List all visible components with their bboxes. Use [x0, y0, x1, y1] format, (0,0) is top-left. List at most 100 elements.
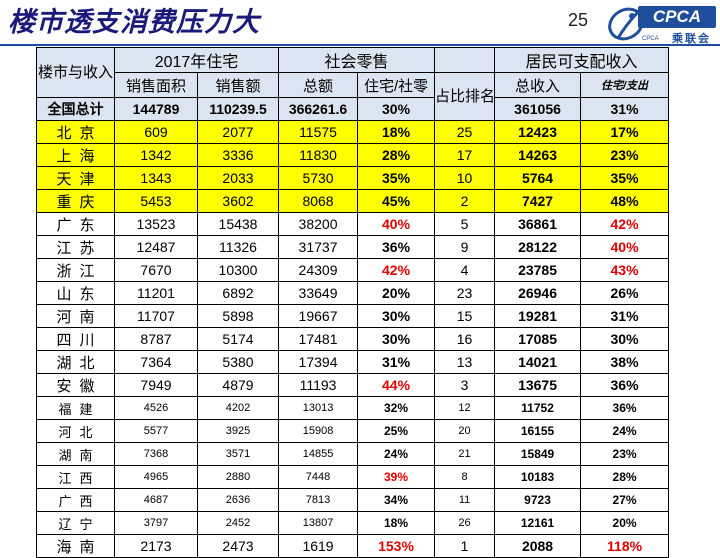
- pct-cell: 48%: [580, 189, 670, 213]
- pct-cell: 31%: [580, 304, 670, 328]
- income-cell: 13675: [494, 373, 582, 397]
- retail-cell: 33649: [278, 281, 359, 305]
- col-header-retail-total: 总额: [278, 72, 359, 98]
- sales-cell: 2077: [196, 120, 280, 144]
- col-header-house-expense: 住宅/支出: [580, 72, 670, 98]
- total-area: 144789: [114, 97, 198, 121]
- income-cell: 5764: [494, 166, 582, 190]
- retail-cell: 38200: [278, 212, 359, 236]
- pct-cell: 28%: [580, 465, 670, 489]
- income-cell: 10183: [494, 465, 582, 489]
- col-header-sales: 销售额: [196, 72, 280, 98]
- region-cell: 重庆: [36, 189, 115, 213]
- income-cell: 12161: [494, 511, 582, 535]
- table-row: 四川 8787 5174 17481 30% 16 17085 30%: [36, 327, 670, 351]
- total-sales: 110239.5: [196, 97, 280, 121]
- sales-cell: 4879: [196, 373, 280, 397]
- retail-cell: 11575: [278, 120, 359, 144]
- retail-cell: 17481: [278, 327, 359, 351]
- area-cell: 5577: [114, 419, 198, 443]
- table-row: 河南 11707 5898 19667 30% 15 19281 31%: [36, 304, 670, 328]
- area-cell: 7364: [114, 350, 198, 374]
- table-row: 广东 13523 15438 38200 40% 5 36861 42%: [36, 212, 670, 236]
- rank-cell: 2: [434, 189, 496, 213]
- table-row: 北京 609 2077 11575 18% 25 12423 17%: [36, 120, 670, 144]
- sales-cell: 5174: [196, 327, 280, 351]
- rank-cell: 4: [434, 258, 496, 282]
- table-row: 江西 4965 2880 7448 39% 8 10183 28%: [36, 465, 670, 489]
- income-cell: 17085: [494, 327, 582, 351]
- retail-cell: 11830: [278, 143, 359, 167]
- pct-cell: 40%: [580, 235, 670, 259]
- ratio-cell: 45%: [357, 189, 436, 213]
- title-divider: [0, 44, 720, 46]
- region-cell: 河南: [36, 304, 115, 328]
- rank-cell: 5: [434, 212, 496, 236]
- table-row: 河北 5577 3925 15908 25% 20 16155 24%: [36, 419, 670, 443]
- cpca-logo-subtext: 乘联会: [672, 32, 711, 45]
- ratio-cell: 34%: [357, 488, 436, 512]
- region-cell: 海南: [36, 534, 115, 558]
- region-cell: 安徽: [36, 373, 115, 397]
- pct-cell: 30%: [580, 327, 670, 351]
- table-row: 海南 2173 2473 1619 153% 1 2088 118%: [36, 534, 670, 558]
- area-cell: 7368: [114, 442, 198, 466]
- pct-cell: 26%: [580, 281, 670, 305]
- col-header-income-total: 总收入: [494, 72, 582, 98]
- retail-cell: 15908: [278, 419, 359, 443]
- slide-title: 楼市透支消费压力大: [8, 7, 260, 38]
- table-row: 浙江 7670 10300 24309 42% 4 23785 43%: [36, 258, 670, 282]
- rank-cell: 25: [434, 120, 496, 144]
- area-cell: 4965: [114, 465, 198, 489]
- retail-cell: 11193: [278, 373, 359, 397]
- region-cell: 广东: [36, 212, 115, 236]
- pct-cell: 35%: [580, 166, 670, 190]
- table-row: 江苏 12487 11326 31737 36% 9 28122 40%: [36, 235, 670, 259]
- pct-cell: 24%: [580, 419, 670, 443]
- area-cell: 2173: [114, 534, 198, 558]
- total-region: 全国总计: [36, 97, 115, 121]
- region-cell: 山东: [36, 281, 115, 305]
- area-cell: 1343: [114, 166, 198, 190]
- table-row: 广西 4687 2636 7813 34% 11 9723 27%: [36, 488, 670, 512]
- sales-cell: 2636: [196, 488, 280, 512]
- table-row: 湖南 7368 3571 14855 24% 21 15849 23%: [36, 442, 670, 466]
- region-cell: 辽宁: [36, 511, 115, 535]
- area-cell: 13523: [114, 212, 198, 236]
- ratio-cell: 40%: [357, 212, 436, 236]
- sales-cell: 3336: [196, 143, 280, 167]
- ratio-cell: 25%: [357, 419, 436, 443]
- pct-cell: 27%: [580, 488, 670, 512]
- area-cell: 609: [114, 120, 198, 144]
- sales-cell: 2473: [196, 534, 280, 558]
- ratio-cell: 31%: [357, 350, 436, 374]
- retail-cell: 14855: [278, 442, 359, 466]
- ratio-cell: 18%: [357, 511, 436, 535]
- rank-cell: 1: [434, 534, 496, 558]
- region-cell: 北京: [36, 120, 115, 144]
- retail-cell: 24309: [278, 258, 359, 282]
- rank-cell: 26: [434, 511, 496, 535]
- area-cell: 7949: [114, 373, 198, 397]
- ratio-cell: 36%: [357, 235, 436, 259]
- area-cell: 4687: [114, 488, 198, 512]
- table-row: 上海 1342 3336 11830 28% 17 14263 23%: [36, 143, 670, 167]
- sales-cell: 3925: [196, 419, 280, 443]
- sales-cell: 10300: [196, 258, 280, 282]
- ratio-cell: 18%: [357, 120, 436, 144]
- sales-cell: 5898: [196, 304, 280, 328]
- ratio-cell: 35%: [357, 166, 436, 190]
- retail-cell: 17394: [278, 350, 359, 374]
- pct-cell: 36%: [580, 373, 670, 397]
- total-row: 全国总计 144789 110239.5 366261.6 30% 361056…: [36, 97, 670, 121]
- area-cell: 3797: [114, 511, 198, 535]
- income-cell: 15849: [494, 442, 582, 466]
- total-pct: 31%: [580, 97, 670, 121]
- rank-cell: 8: [434, 465, 496, 489]
- retail-cell: 13807: [278, 511, 359, 535]
- income-cell: 9723: [494, 488, 582, 512]
- table-row: 安徽 7949 4879 11193 44% 3 13675 36%: [36, 373, 670, 397]
- income-cell: 36861: [494, 212, 582, 236]
- income-cell: 26946: [494, 281, 582, 305]
- ratio-cell: 28%: [357, 143, 436, 167]
